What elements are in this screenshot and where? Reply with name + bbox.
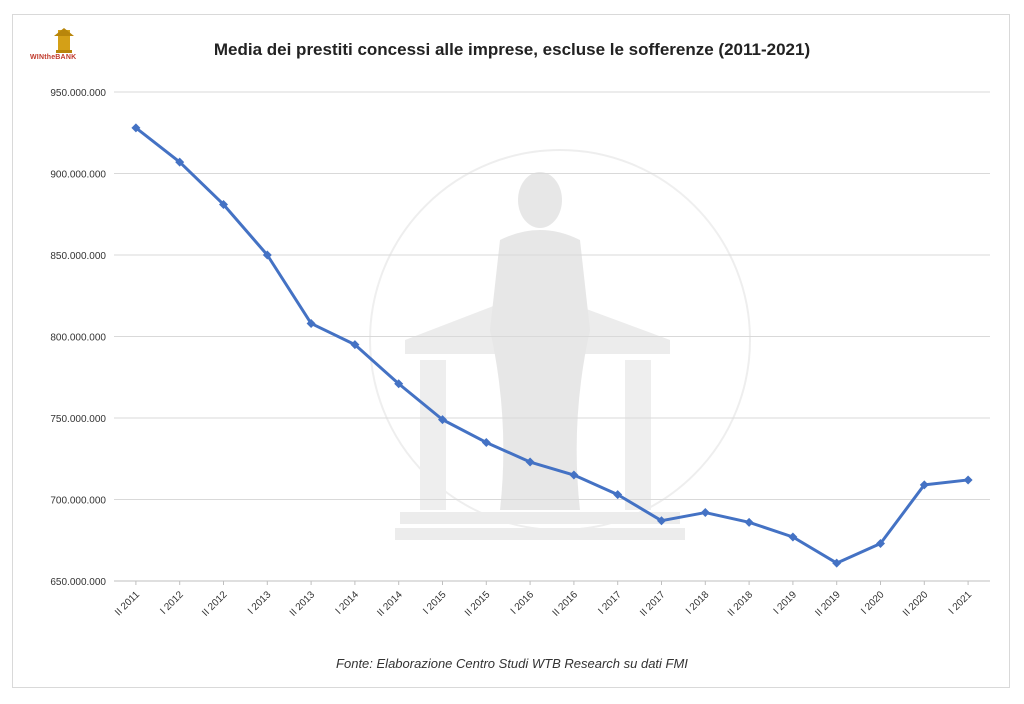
data-point: [963, 475, 973, 485]
data-point: [919, 480, 929, 490]
x-tick-label: I 2021: [947, 589, 975, 617]
y-tick-label: 750.000.000: [50, 414, 106, 425]
source-note: Fonte: Elaborazione Centro Studi WTB Res…: [336, 656, 688, 671]
data-point: [394, 379, 404, 389]
chart-frame: [12, 14, 1010, 688]
logo-icon: [54, 28, 74, 53]
x-tick-label: I 2013: [246, 589, 274, 617]
data-point: [525, 457, 535, 467]
data-point: [832, 558, 842, 568]
x-tick-label: I 2016: [509, 589, 537, 617]
x-tick-label: II 2018: [726, 589, 756, 619]
x-tick-label: II 2019: [813, 589, 843, 619]
y-tick-label: 850.000.000: [50, 251, 106, 262]
chart-title: Media dei prestiti concessi alle imprese…: [213, 40, 811, 59]
x-tick-label: I 2012: [158, 589, 186, 617]
x-tick-label: I 2020: [859, 589, 887, 617]
data-point: [306, 318, 316, 328]
data-point: [657, 516, 666, 526]
x-tick-label: I 2014: [334, 589, 362, 617]
x-tick-label: II 2016: [551, 589, 581, 619]
y-tick-label: 900.000.000: [50, 170, 106, 181]
data-point: [613, 490, 623, 500]
data-point: [262, 250, 272, 260]
x-tick-label: I 2015: [421, 589, 449, 617]
y-tick-label: 700.000.000: [50, 496, 106, 507]
x-tick-label: II 2015: [463, 589, 493, 619]
data-point: [569, 470, 579, 480]
data-point: [700, 508, 710, 518]
data-point: [131, 123, 141, 133]
x-tick-label: II 2012: [200, 589, 230, 619]
x-tick-label: II 2017: [638, 589, 668, 619]
data-point: [788, 532, 798, 542]
x-tick-label: II 2013: [288, 589, 318, 619]
data-point: [438, 415, 447, 425]
data-point: [481, 437, 491, 447]
data-point: [744, 517, 754, 527]
x-tick-label: II 2020: [901, 589, 931, 619]
y-tick-label: 650.000.000: [50, 577, 106, 588]
series-line: [134, 126, 969, 565]
watermark-icon: [369, 149, 751, 540]
x-tick-label: II 2014: [375, 589, 405, 619]
x-tick-label: II 2011: [113, 589, 142, 618]
x-tick-label: I 2017: [596, 589, 624, 617]
x-tick-label: I 2019: [772, 589, 800, 617]
data-point: [876, 539, 885, 549]
data-point: [175, 157, 185, 167]
logo-text: WINtheBANK: [30, 54, 77, 61]
data-point: [350, 340, 360, 350]
y-tick-label: 800.000.000: [50, 333, 106, 344]
data-point: [219, 199, 228, 209]
y-tick-label: 950.000.000: [50, 88, 106, 99]
x-tick-label: I 2018: [684, 589, 712, 617]
